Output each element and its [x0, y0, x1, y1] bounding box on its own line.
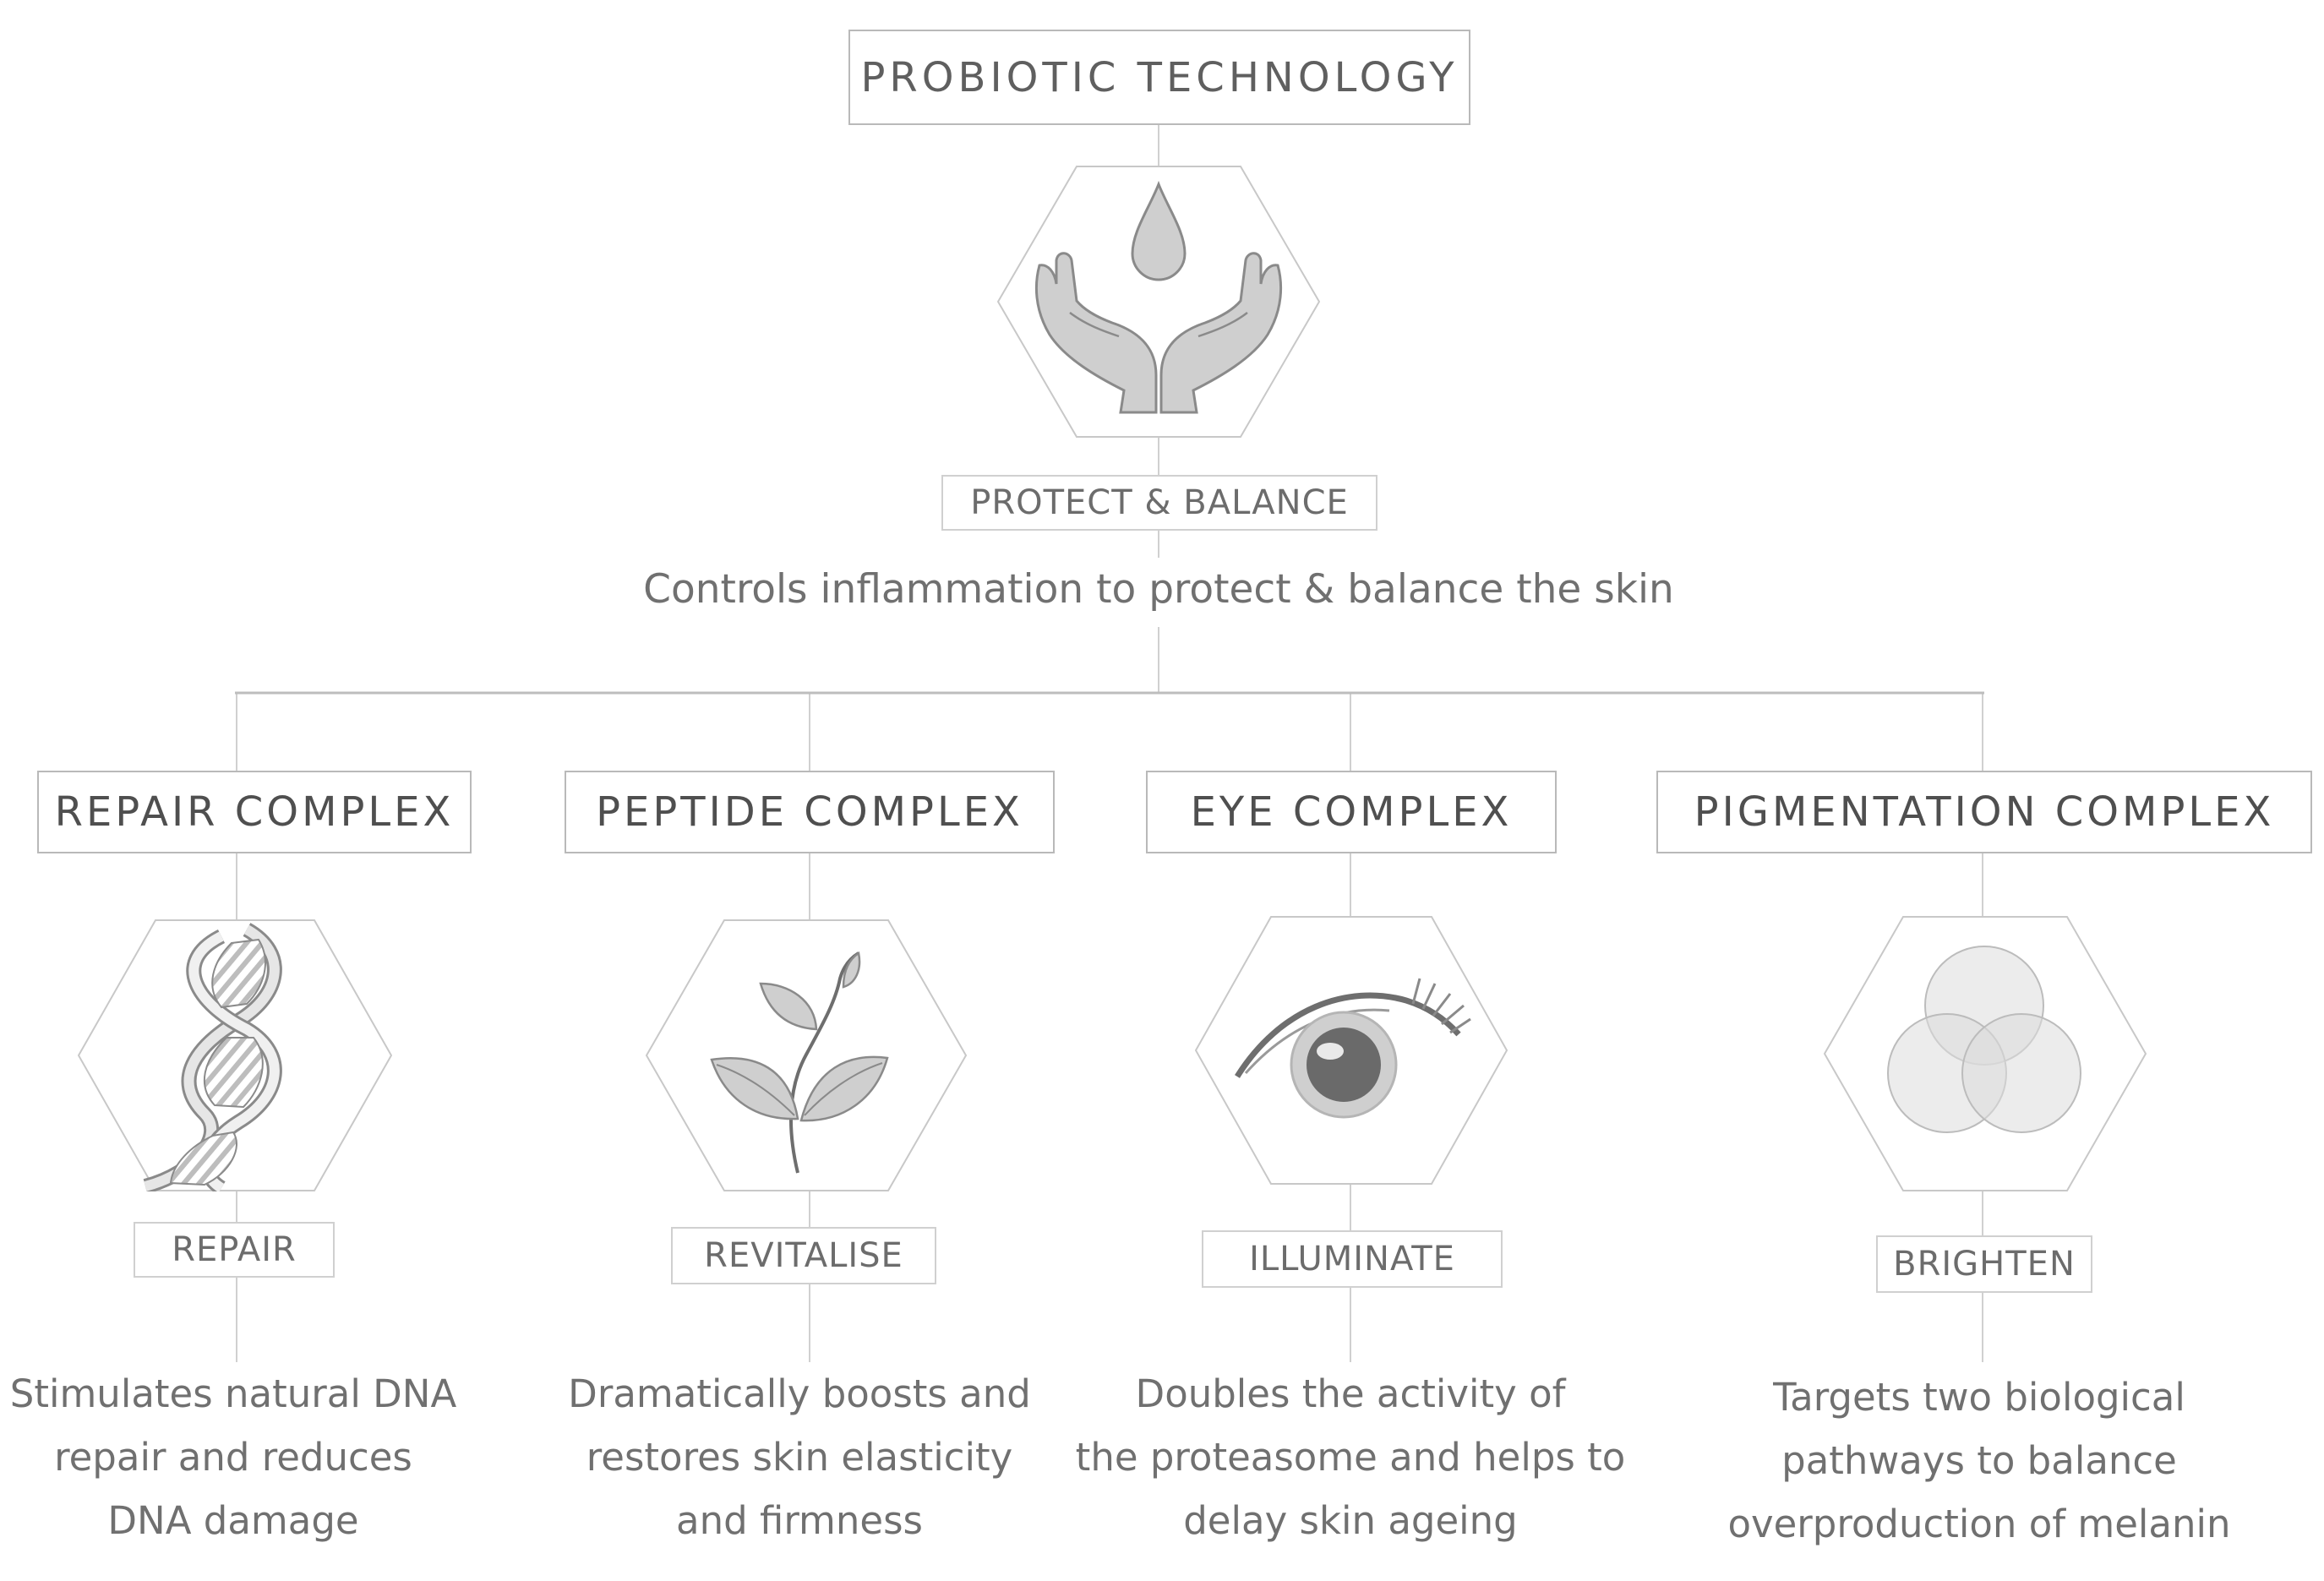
complex-title: PEPTIDE COMPLEX: [596, 788, 1023, 836]
description-line: Controls inflammation to protect & balan…: [643, 566, 1674, 613]
benefit-protect-balance: PROTECT & BALANCE: [941, 475, 1377, 531]
description-line: Stimulates natural DNA: [9, 1371, 457, 1416]
repair-description: Stimulates natural DNA repair and reduce…: [10, 1362, 456, 1552]
title-eye-complex: EYE COMPLEX: [1146, 771, 1557, 853]
benefit-label: BRIGHTEN: [1893, 1245, 2076, 1284]
title-pigmentation-complex: PIGMENTATION COMPLEX: [1656, 771, 2312, 853]
complex-title: EYE COMPLEX: [1190, 788, 1513, 836]
benefit-illuminate: ILLUMINATE: [1202, 1230, 1503, 1288]
plant-sprout-icon: [646, 919, 967, 1191]
benefit-label: REPAIR: [172, 1230, 297, 1269]
peptide-description: Dramatically boosts and restores skin el…: [568, 1362, 1031, 1552]
description-line: the proteasome and helps to: [1075, 1435, 1626, 1480]
title-label: PROBIOTIC TECHNOLOGY: [860, 53, 1459, 101]
benefit-label: REVITALISE: [704, 1236, 903, 1275]
pigmentation-description: Targets two biological pathways to balan…: [1727, 1366, 2230, 1556]
benefit-brighten: BRIGHTEN: [1876, 1235, 2092, 1293]
benefit-label: PROTECT & BALANCE: [970, 483, 1349, 522]
title-peptide-complex: PEPTIDE COMPLEX: [565, 771, 1055, 853]
description-line: Dramatically boosts and: [568, 1371, 1031, 1416]
eye-description: Doubles the activity of the proteasome a…: [1076, 1362, 1626, 1552]
benefit-revitalise: REVITALISE: [671, 1227, 936, 1284]
dna-helix-icon: [78, 919, 392, 1191]
description-line: overproduction of melanin: [1727, 1502, 2231, 1546]
benefit-label: ILLUMINATE: [1249, 1240, 1455, 1278]
benefit-repair: REPAIR: [134, 1222, 335, 1278]
description-line: pathways to balance: [1781, 1438, 2177, 1483]
complex-title: REPAIR COMPLEX: [54, 788, 455, 836]
description-line: and firmness: [676, 1498, 923, 1543]
complex-title: PIGMENTATION COMPLEX: [1694, 788, 2275, 836]
description-line: restores skin elasticity: [586, 1435, 1013, 1480]
description-line: Targets two biological: [1773, 1375, 2185, 1420]
eye-icon: [1195, 916, 1508, 1185]
title-probiotic-technology: PROBIOTIC TECHNOLOGY: [848, 30, 1470, 125]
description-line: DNA damage: [107, 1498, 359, 1543]
overlapping-circles-icon: [1824, 916, 2147, 1191]
description-line: delay skin ageing: [1183, 1498, 1518, 1543]
top-description: Controls inflammation to protect & balan…: [643, 558, 1674, 621]
hands-water-drop-icon: [997, 166, 1320, 438]
description-line: Doubles the activity of: [1135, 1371, 1566, 1416]
title-repair-complex: REPAIR COMPLEX: [37, 771, 472, 853]
description-line: repair and reduces: [54, 1435, 412, 1480]
